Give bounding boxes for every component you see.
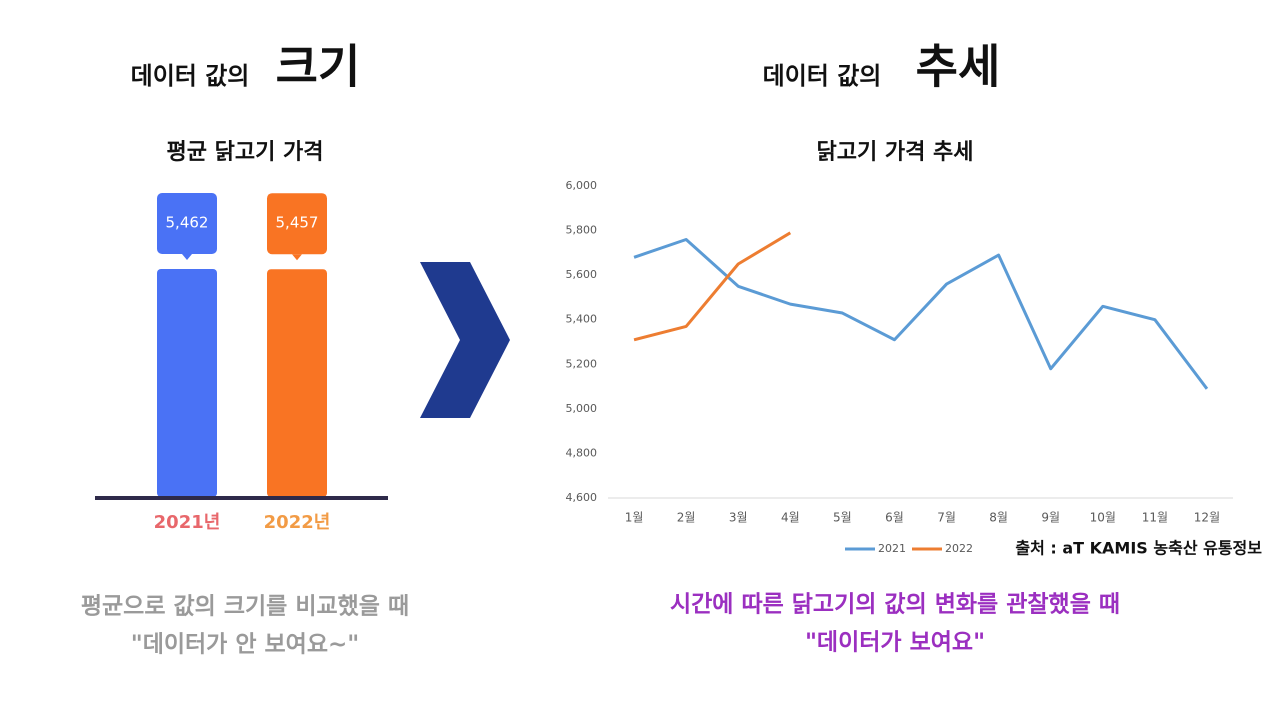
y-tick-label: 6,000 (566, 179, 598, 192)
x-tick-label: 2022년 (264, 512, 331, 533)
source: 출처 : aT KAMIS 농축산 유통정보 (1015, 539, 1262, 558)
chart-title: 평균 닭고기 가격 (167, 140, 324, 165)
value-label: 5,462 (166, 214, 209, 232)
y-tick-label: 5,200 (566, 357, 598, 370)
caption: 시간에 따른 닭고기의 값의 변화를 관찰했을 때 (670, 592, 1120, 618)
caption: "데이터가 안 보여요~" (131, 632, 360, 658)
callout-pointer (292, 254, 302, 261)
value-callout (157, 193, 217, 254)
caption: 평균으로 값의 크기를 비교했을 때 (81, 594, 409, 620)
y-tick-label: 4,800 (566, 446, 598, 459)
chevron-arrow (420, 262, 510, 418)
value-callout (267, 193, 327, 255)
legend-label: 2022 (945, 542, 973, 555)
x-tick-label: 3월 (729, 511, 748, 525)
bar (267, 269, 327, 497)
y-tick-label: 5,600 (566, 268, 598, 281)
callout-pointer (182, 254, 192, 260)
heading: 데이터 값의 (131, 62, 250, 90)
heading: 데이터 값의 (763, 62, 882, 90)
legend-label: 2021 (878, 542, 906, 555)
x-tick-label: 1월 (625, 511, 644, 525)
x-tick-label: 2021년 (154, 512, 221, 533)
y-tick-label: 5,000 (566, 402, 598, 415)
y-tick-label: 5,800 (566, 224, 598, 237)
x-tick-label: 2월 (677, 511, 696, 525)
y-tick-label: 5,400 (566, 313, 598, 326)
x-tick-label: 10월 (1090, 511, 1116, 525)
x-tick-label: 5월 (833, 511, 852, 525)
series-line (633, 231, 792, 342)
heading-emphasis: 추세 (916, 40, 1001, 94)
heading-emphasis: 크기 (276, 40, 361, 94)
x-tick-label: 6월 (885, 511, 904, 525)
y-tick-label: 4,600 (566, 491, 598, 504)
value-label: 5,457 (276, 214, 319, 232)
x-tick-label: 7월 (937, 511, 956, 525)
x-tick-label: 8월 (989, 511, 1008, 525)
chart-title: 닭고기 가격 추세 (817, 140, 974, 165)
x-tick-label: 11월 (1142, 511, 1168, 525)
x-tick-label: 4월 (781, 511, 800, 525)
x-tick-label: 12월 (1194, 511, 1220, 525)
series-line (633, 237, 1209, 390)
bar (157, 269, 217, 497)
x-tick-label: 9월 (1041, 511, 1060, 525)
caption: "데이터가 보여요" (805, 630, 985, 656)
